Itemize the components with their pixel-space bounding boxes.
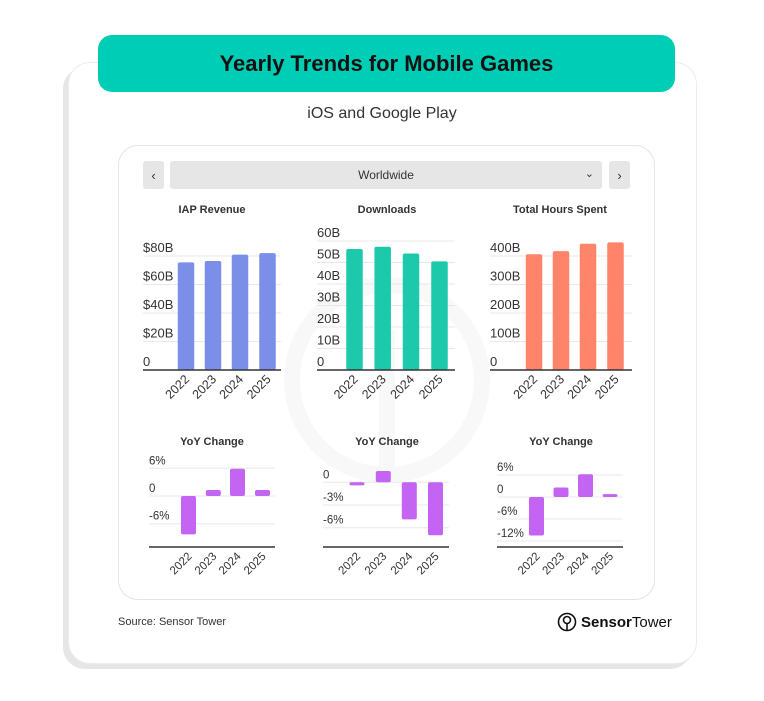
- y-tick-label: 0: [323, 469, 329, 481]
- bar-2025: [607, 242, 624, 370]
- chart-title: Downloads: [358, 204, 417, 216]
- x-tick-label: 2023: [363, 551, 390, 578]
- bar-2022: [529, 497, 544, 536]
- x-tick-label: 2025: [592, 372, 622, 402]
- y-tick-label: -6%: [323, 515, 343, 527]
- bar-2023: [374, 246, 391, 370]
- x-tick-label: 2025: [244, 372, 274, 402]
- chart-title: Total Hours Spent: [513, 204, 607, 216]
- bar-2022: [346, 248, 363, 370]
- bar-2022: [525, 254, 543, 370]
- y-tick-label: 60B: [317, 225, 340, 240]
- y-tick-label: -12%: [497, 528, 524, 540]
- x-tick-label: 2022: [516, 551, 543, 578]
- bar-2022: [181, 496, 196, 535]
- bar-2024: [230, 468, 245, 496]
- bar-2023: [204, 260, 222, 370]
- y-tick-label: 20B: [317, 311, 340, 326]
- y-tick-label: 0: [497, 484, 503, 496]
- chevron-down-icon: ⌄: [584, 168, 594, 180]
- source-note: Source: Sensor Tower: [118, 616, 227, 628]
- x-tick-label: 2022: [337, 551, 364, 578]
- y-tick-label: 0: [143, 354, 150, 369]
- y-tick-label: 10B: [317, 333, 340, 348]
- chart-downloads: Downloads010B20B30B40B50B60B202220232024…: [317, 204, 455, 402]
- region-dropdown[interactable]: Worldwide ⌄: [170, 161, 602, 189]
- y-tick-label: 300B: [490, 269, 520, 284]
- chevron-left-icon: ‹: [151, 167, 156, 183]
- x-tick-label: 2023: [538, 372, 568, 402]
- x-tick-label: 2025: [416, 372, 446, 402]
- bar-2024: [401, 482, 417, 520]
- chart-iap: IAP Revenue 0 $20B $40B $60B $80B 202220232024…: [143, 204, 281, 402]
- bar-2023: [375, 470, 391, 483]
- bar-2024: [231, 254, 249, 370]
- x-tick-label: 2025: [415, 551, 442, 578]
- sensor-tower-icon: [557, 612, 577, 632]
- y-tick-label: 200B: [490, 297, 520, 312]
- x-tick-label: 2023: [193, 551, 220, 578]
- logo-text-bold: Sensor: [581, 613, 632, 631]
- y-tick-label: 400B: [490, 240, 520, 255]
- chart-hours: Total Hours Spent0100B200B300B400B202220…: [490, 204, 632, 402]
- prev-region-button[interactable]: ‹: [143, 161, 164, 189]
- y-tick-label: 100B: [490, 326, 520, 341]
- x-tick-label: 2024: [389, 550, 416, 577]
- x-tick-label: 2023: [190, 372, 220, 402]
- x-tick-label: 2024: [565, 372, 595, 402]
- bar-2022: [349, 482, 365, 486]
- region-dropdown-value: Worldwide: [358, 168, 414, 182]
- y-tick-label: -6%: [149, 511, 169, 523]
- chart-title: YoY Change: [180, 436, 244, 448]
- bar-2025: [602, 494, 618, 497]
- y-tick-label: 6%: [149, 455, 166, 467]
- bar-2022: [177, 262, 195, 370]
- y-tick-label: 0: [149, 483, 155, 495]
- chart-title: YoY Change: [529, 436, 593, 448]
- chart-title: YoY Change: [355, 436, 419, 448]
- y-tick-label: 40B: [317, 268, 340, 283]
- x-tick-label: 2022: [331, 372, 361, 402]
- y-tick-label: 0: [490, 354, 497, 369]
- y-tick-label: -3%: [323, 492, 343, 504]
- bar-2025: [259, 253, 276, 370]
- y-tick-label: 0: [317, 354, 324, 369]
- subtitle: iOS and Google Play: [307, 105, 457, 122]
- sensor-tower-logo: SensorTower: [557, 612, 672, 632]
- y-tick-label: $40B: [143, 297, 173, 312]
- page-title: Yearly Trends for Mobile Games: [98, 35, 675, 92]
- x-tick-label: 2022: [168, 551, 195, 578]
- bar-2024: [402, 253, 420, 370]
- bar-2023: [553, 487, 569, 497]
- x-tick-label: 2025: [242, 551, 269, 578]
- next-region-button[interactable]: ›: [609, 161, 630, 189]
- x-tick-label: 2025: [590, 551, 617, 578]
- y-tick-label: $80B: [143, 240, 173, 255]
- y-tick-label: $20B: [143, 326, 173, 341]
- x-tick-label: 2024: [217, 550, 244, 577]
- y-tick-label: $60B: [143, 269, 173, 284]
- bar-2024: [578, 474, 593, 497]
- x-tick-label: 2022: [163, 372, 193, 402]
- bar-2023: [205, 489, 221, 496]
- bar-2025: [428, 482, 443, 536]
- x-tick-label: 2024: [565, 550, 592, 577]
- x-tick-label: 2023: [541, 551, 568, 578]
- chart-title: IAP Revenue: [178, 204, 245, 216]
- bar-2025: [431, 261, 448, 370]
- y-tick-label: 30B: [317, 290, 340, 305]
- y-tick-label: -6%: [497, 506, 517, 518]
- bar-2025: [255, 489, 270, 496]
- y-tick-label: 6%: [497, 462, 514, 474]
- bar-2024: [579, 243, 597, 370]
- logo-text-regular: Tower: [631, 613, 672, 631]
- x-tick-label: 2022: [511, 372, 541, 402]
- y-tick-label: 50B: [317, 247, 340, 262]
- bar-2023: [552, 251, 570, 370]
- x-tick-label: 2024: [217, 372, 247, 402]
- chevron-right-icon: ›: [617, 167, 622, 183]
